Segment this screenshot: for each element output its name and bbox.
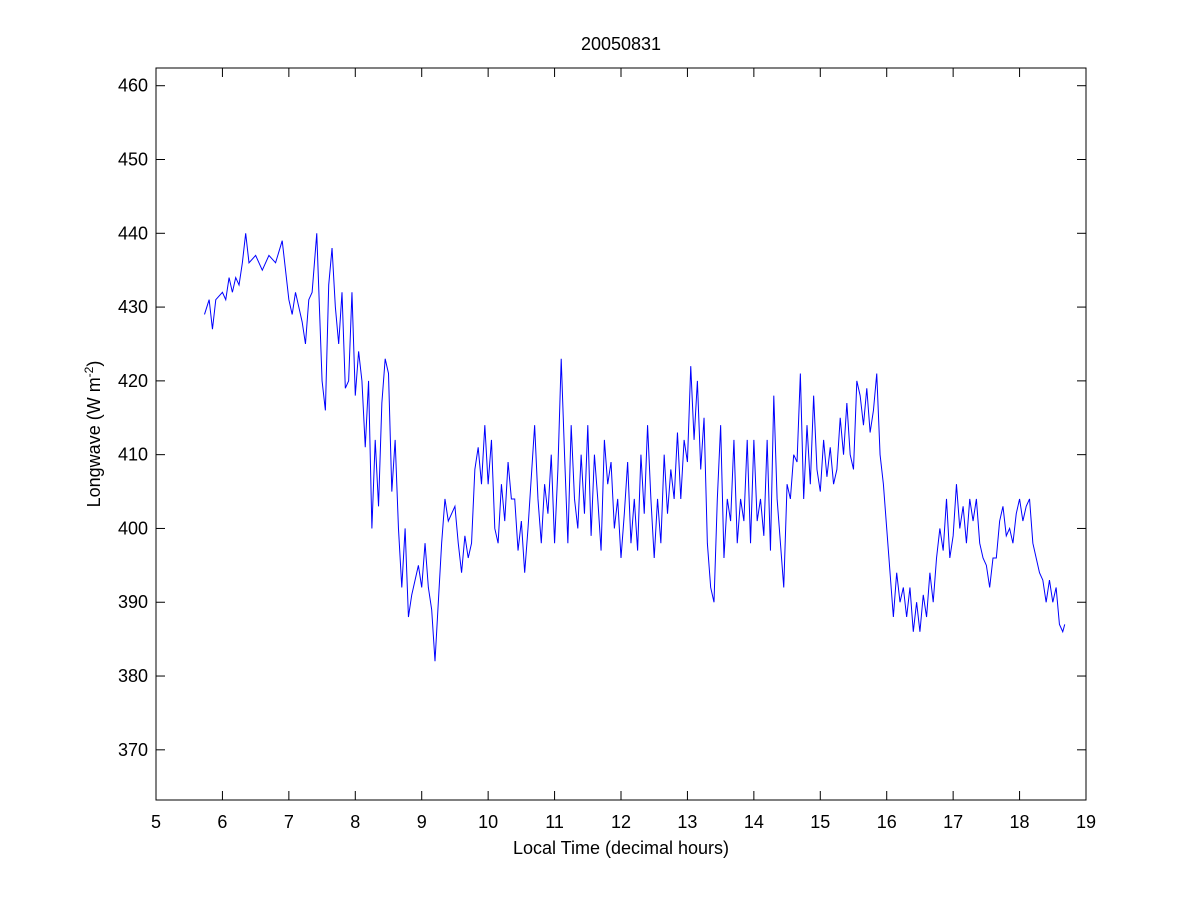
x-tick-label: 6 [217, 812, 227, 832]
y-tick-label: 440 [118, 223, 148, 243]
x-tick-label: 5 [151, 812, 161, 832]
x-tick-label: 14 [744, 812, 764, 832]
x-axis-label: Local Time (decimal hours) [513, 838, 729, 858]
x-tick-label: 10 [478, 812, 498, 832]
x-tick-label: 9 [417, 812, 427, 832]
x-tick-label: 19 [1076, 812, 1096, 832]
y-tick-label: 420 [118, 371, 148, 391]
y-tick-label: 430 [118, 297, 148, 317]
y-tick-label: 450 [118, 150, 148, 170]
x-tick-label: 12 [611, 812, 631, 832]
x-tick-label: 17 [943, 812, 963, 832]
x-tick-label: 8 [350, 812, 360, 832]
y-tick-label: 410 [118, 445, 148, 465]
x-tick-label: 16 [877, 812, 897, 832]
x-tick-label: 7 [284, 812, 294, 832]
y-tick-label: 390 [118, 592, 148, 612]
x-tick-label: 18 [1010, 812, 1030, 832]
plot-area [155, 67, 1087, 801]
y-axis-label: Longwave (W m-2) [82, 361, 104, 508]
x-tick-label: 11 [545, 812, 564, 832]
x-tick-label: 15 [810, 812, 830, 832]
x-tick-label: 13 [677, 812, 697, 832]
y-axis-label-end: ) [84, 361, 104, 367]
y-tick-label: 380 [118, 666, 148, 686]
y-axis-label-sup: -2 [82, 366, 96, 377]
data-line [204, 233, 1066, 662]
y-tick-label: 370 [118, 740, 148, 760]
y-tick-label: 400 [118, 518, 148, 538]
chart-title: 20050831 [581, 34, 661, 54]
y-tick-label: 460 [118, 76, 148, 96]
y-axis-label-text: Longwave (W m [84, 377, 104, 507]
